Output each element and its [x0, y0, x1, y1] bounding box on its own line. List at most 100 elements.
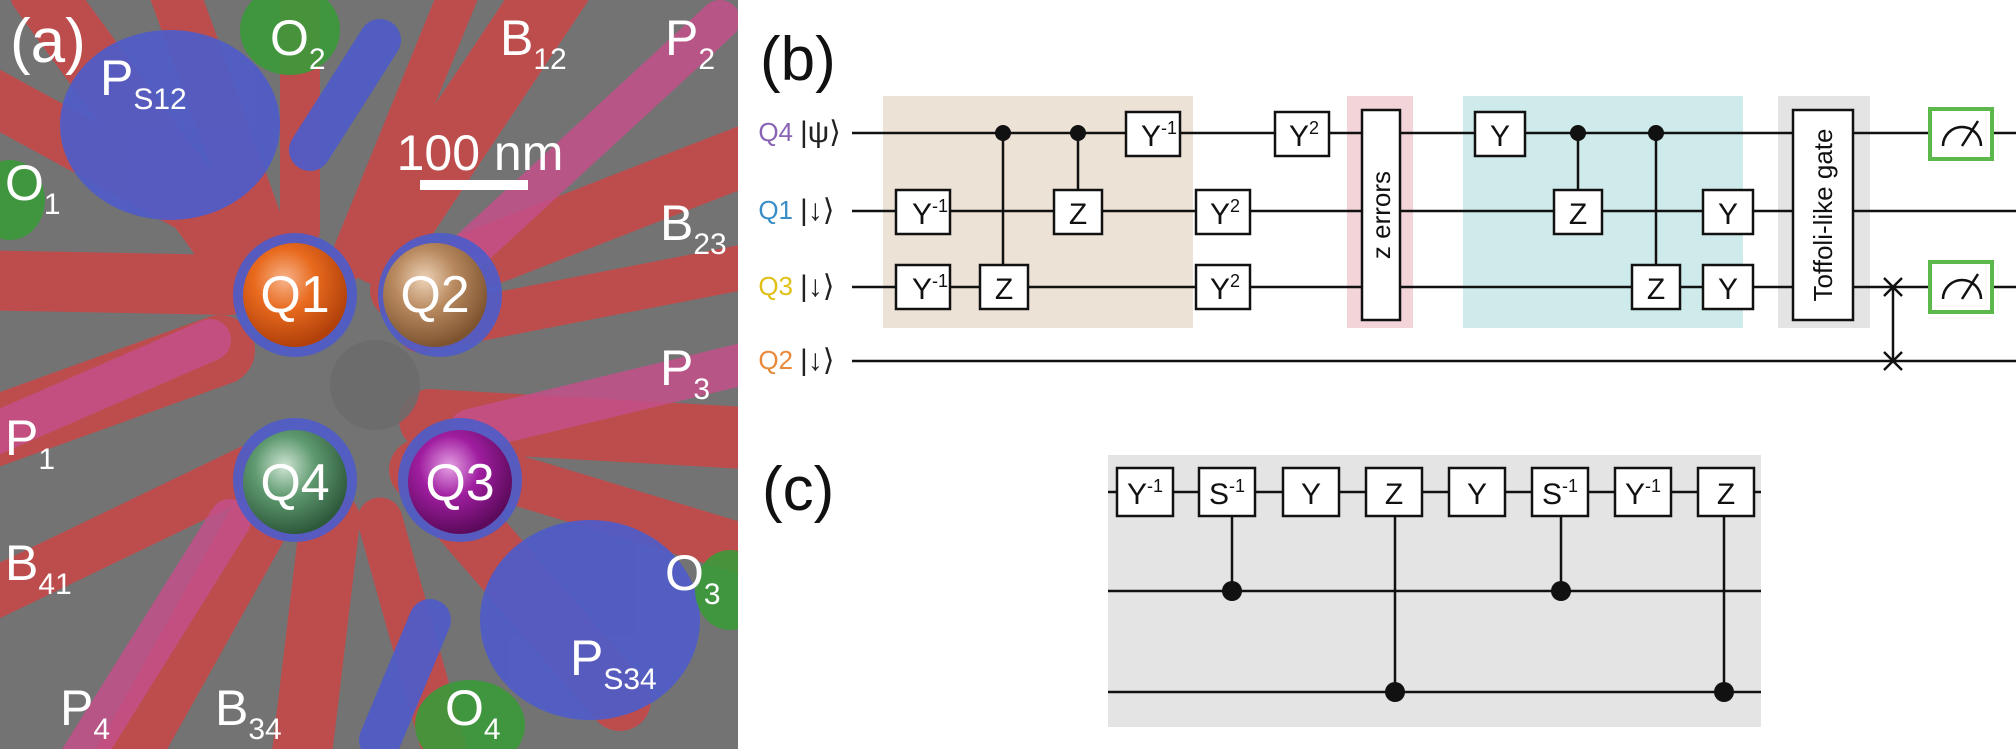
gate-c-5: Y	[1447, 466, 1507, 518]
z-errors-label: z errors	[1366, 171, 1396, 259]
gate-label-b12: B12	[500, 10, 567, 76]
red-gates	[0, 0, 738, 749]
control-dot	[1222, 581, 1242, 601]
panel-a-device-image: Q1 Q2 Q3 Q4 100 nm (a) O2 B12 P2 PS12 O1 B23 P…	[0, 0, 738, 749]
row-label-q3: Q3	[758, 271, 793, 301]
svg-text:Y-1: Y-1	[912, 271, 948, 306]
svg-text:Z: Z	[1717, 478, 1735, 511]
row-state-q4: |ψ⟩	[800, 116, 841, 149]
qubit-q4-label: Q4	[260, 454, 329, 512]
qubit-q2: Q2	[383, 243, 487, 347]
gate-label-b34: B34	[215, 680, 282, 746]
measurement-q3	[1928, 260, 1994, 314]
gate-c-8: Z	[1696, 466, 1756, 518]
svg-text:S-1: S-1	[1209, 476, 1245, 511]
row-label-q2: Q2	[758, 345, 793, 375]
panel-b-label: (b)	[760, 25, 836, 94]
gate-y-inv-q1: Y-1	[894, 188, 952, 236]
svg-text:Z: Z	[1069, 198, 1087, 231]
gate-label-b41: B41	[5, 535, 72, 601]
qubit-q1: Q1	[243, 243, 347, 347]
z-errors-box: z errors	[1360, 108, 1402, 322]
gate-c-4: Z	[1364, 466, 1424, 518]
circuit-c-gates: Y-1 S-1 Y Z Y S-1 Y-1 Z	[1115, 466, 1756, 518]
meter-icon	[1941, 125, 1983, 147]
gate-c-3: Y	[1281, 466, 1341, 518]
panel-c-circuit: (c) Y-1 S-1 Y Z Y S-1 Y-1 Z	[762, 455, 1761, 727]
gate-label-p2: P2	[665, 10, 715, 76]
control-dot	[1714, 682, 1734, 702]
qubit-q1-label: Q1	[260, 266, 329, 324]
gate-y-q4: Y	[1473, 110, 1527, 158]
gate-y-q3: Y	[1701, 263, 1755, 311]
gate-y-sq-q1: Y2	[1194, 188, 1252, 236]
gate-label-p3: P3	[660, 340, 710, 406]
control-dot	[1385, 682, 1405, 702]
gate-z-q3-decode: Z	[1630, 263, 1682, 311]
row-state-q1: |↓⟩	[800, 194, 835, 227]
gate-label-o3: O3	[665, 545, 721, 611]
toffoli-label: Toffoli-like gate	[1808, 129, 1838, 302]
svg-text:Y: Y	[1718, 273, 1738, 306]
panel-c-label: (c)	[762, 455, 834, 524]
toffoli-gate: Toffoli-like gate	[1791, 108, 1855, 322]
row-label-q1: Q1	[758, 195, 793, 225]
swap-gate	[1883, 277, 1903, 371]
svg-text:Y2: Y2	[1210, 196, 1240, 231]
svg-text:Y-1: Y-1	[1141, 118, 1177, 153]
gate-label-p1: P1	[5, 410, 55, 476]
control-dot	[1551, 581, 1571, 601]
panel-b-circuit: (b) Q4 |ψ⟩ Q1 |↓⟩ Q3 |↓⟩ Q2 |↓⟩	[758, 25, 2016, 377]
gate-label-b23: B23	[660, 195, 727, 261]
svg-text:Y: Y	[1490, 120, 1510, 153]
svg-text:Y: Y	[1301, 478, 1321, 511]
gate-y-inv-q4: Y-1	[1124, 110, 1182, 158]
svg-text:Z: Z	[1647, 273, 1665, 306]
scale-bar-label: 100 nm	[397, 125, 564, 181]
qubit-q3-label: Q3	[425, 454, 494, 512]
gate-z-q1: Z	[1052, 188, 1104, 236]
gate-c-1: Y-1	[1115, 466, 1175, 518]
svg-text:Y2: Y2	[1289, 118, 1319, 153]
svg-text:Z: Z	[995, 273, 1013, 306]
svg-text:Y: Y	[1467, 478, 1487, 511]
qubit-row-labels: Q4 |ψ⟩ Q1 |↓⟩ Q3 |↓⟩ Q2 |↓⟩	[758, 116, 841, 377]
gate-label-ps12: PS12	[100, 50, 187, 116]
svg-text:Y-1: Y-1	[1625, 476, 1661, 511]
row-state-q3: |↓⟩	[800, 270, 835, 303]
control-dot	[1570, 125, 1586, 141]
svg-text:S-1: S-1	[1542, 476, 1578, 511]
row-state-q2: |↓⟩	[800, 344, 835, 377]
gate-y-sq-q3: Y2	[1194, 263, 1252, 311]
plunger-gates	[0, 0, 738, 749]
measurement-q4	[1928, 107, 1994, 161]
control-dot	[995, 125, 1011, 141]
gate-c-2: S-1	[1197, 466, 1257, 518]
svg-text:Y-1: Y-1	[1127, 476, 1163, 511]
row-label-q4: Q4	[758, 117, 793, 147]
svg-text:Y-1: Y-1	[912, 196, 948, 231]
circuit-gates: Y-1 Y-1 Z Z Y-1 Y2	[894, 107, 1994, 371]
gate-z-q1-decode: Z	[1552, 188, 1604, 236]
ohmic-contacts	[0, 0, 738, 749]
panel-a-label: (a)	[10, 7, 86, 76]
svg-text:Y2: Y2	[1210, 271, 1240, 306]
control-dot	[1070, 125, 1086, 141]
gate-label-o4: O4	[445, 680, 501, 746]
gate-label-ps34: PS34	[570, 630, 657, 696]
gate-label-o2: O2	[270, 10, 326, 76]
qubit-q3: Q3	[408, 430, 512, 534]
scale-bar: 100 nm	[397, 125, 564, 190]
svg-text:Y: Y	[1718, 198, 1738, 231]
gate-label-o1: O1	[5, 155, 61, 221]
control-dot	[1648, 125, 1664, 141]
gate-c-6: S-1	[1530, 466, 1590, 518]
qubit-q2-label: Q2	[400, 266, 469, 324]
gate-y-sq-q4: Y2	[1273, 110, 1331, 158]
meter-icon	[1941, 278, 1983, 300]
gate-y-q1: Y	[1701, 188, 1755, 236]
gate-label-p4: P4	[60, 680, 110, 746]
svg-text:Z: Z	[1569, 198, 1587, 231]
